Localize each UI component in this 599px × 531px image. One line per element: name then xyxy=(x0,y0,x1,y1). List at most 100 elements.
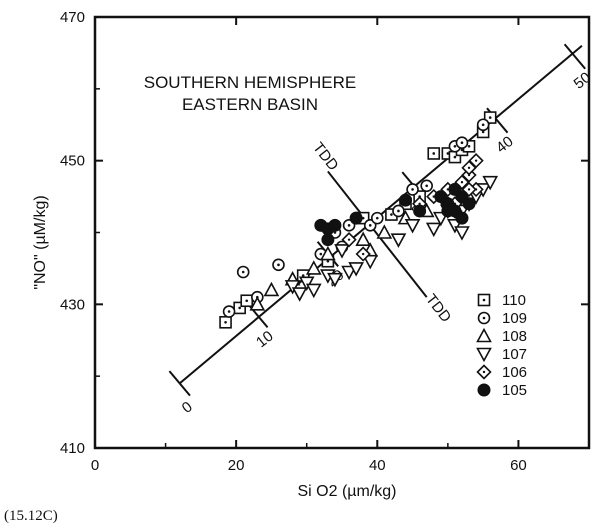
legend-marker-108 xyxy=(476,327,492,343)
point-109-dot xyxy=(375,216,379,220)
title-line: SOUTHERN HEMISPHERE xyxy=(144,73,357,92)
point-105 xyxy=(321,233,335,247)
legend-label-109: 109 xyxy=(502,310,527,327)
point-109-dot xyxy=(227,310,231,313)
x-tick-label: 20 xyxy=(228,457,245,474)
data-points xyxy=(219,111,499,329)
y-tick-label: 410 xyxy=(60,440,85,457)
point-105 xyxy=(462,197,476,211)
point-109-dot xyxy=(481,123,485,127)
point-105 xyxy=(328,218,342,232)
regression-tick-label: 10 xyxy=(253,328,277,352)
point-109-dot xyxy=(397,209,400,213)
legend-label-106: 106 xyxy=(502,364,527,381)
tdd-line xyxy=(327,170,428,298)
point-109-dot xyxy=(460,141,464,145)
point-107 xyxy=(327,272,343,288)
point-108 xyxy=(305,260,322,275)
point-107 xyxy=(454,226,470,241)
tdd-label-top: TDD xyxy=(309,139,341,174)
regression-tick xyxy=(168,370,191,397)
point-107 xyxy=(291,287,308,302)
legend-label-110: 110 xyxy=(502,292,526,309)
point-110-dot xyxy=(488,116,492,119)
regression-tick-label: 40 xyxy=(493,133,517,157)
point-110-dot xyxy=(481,130,485,134)
x-tick-label: 0 xyxy=(91,457,99,474)
point-109-dot xyxy=(333,231,337,234)
point-107 xyxy=(305,283,322,299)
point-109-dot xyxy=(425,184,428,188)
point-107 xyxy=(482,175,499,191)
point-108 xyxy=(263,281,280,297)
figure-caption: (15.12C) xyxy=(4,508,58,524)
point-106-dot xyxy=(460,181,464,184)
point-108 xyxy=(320,245,336,261)
point-107 xyxy=(334,244,350,259)
point-109-dot xyxy=(277,263,280,267)
legend-marker-105 xyxy=(477,383,491,397)
legend-marker-110-dot xyxy=(482,298,486,302)
point-107 xyxy=(390,233,407,248)
title-line: EASTERN BASIN xyxy=(182,95,318,114)
point-107 xyxy=(362,254,379,270)
point-106-dot xyxy=(418,202,421,205)
point-106-dot xyxy=(474,159,478,162)
point-108 xyxy=(376,224,393,239)
y-tick-label: 430 xyxy=(60,296,85,313)
point-107 xyxy=(348,262,364,277)
point-107 xyxy=(298,276,315,291)
point-105 xyxy=(349,211,363,225)
point-110-dot xyxy=(432,152,436,155)
legend-marker-106-dot xyxy=(482,370,486,374)
legend-label-107: 107 xyxy=(502,346,527,363)
legend-marker-107 xyxy=(476,347,492,363)
legend-label-108: 108 xyxy=(502,328,527,345)
point-110-dot xyxy=(238,306,241,310)
y-axis-label: "NO" (µM/kg) xyxy=(32,195,49,289)
point-105 xyxy=(455,211,469,225)
y-tick-label: 470 xyxy=(60,9,85,26)
regression-tick-label: 0 xyxy=(179,398,196,417)
point-105 xyxy=(448,182,462,196)
chart-title: SOUTHERN HEMISPHERE EASTERN BASIN xyxy=(144,73,357,114)
point-110-dot xyxy=(245,299,249,303)
point-107 xyxy=(425,222,442,238)
x-tick-label: 60 xyxy=(510,457,527,474)
point-110-dot xyxy=(390,213,393,216)
point-106-dot xyxy=(467,188,471,191)
series-105 xyxy=(314,182,476,247)
point-105 xyxy=(399,193,413,207)
regression-tick xyxy=(563,43,586,70)
point-109-dot xyxy=(347,224,351,227)
point-110-dot xyxy=(467,145,471,148)
point-107 xyxy=(404,219,421,234)
point-110-dot xyxy=(446,152,450,155)
regression-tick-label: 50 xyxy=(571,69,595,93)
legend-marker-109-dot xyxy=(482,316,486,320)
point-110-dot xyxy=(326,259,330,263)
point-110-dot xyxy=(453,155,457,159)
point-109-dot xyxy=(241,270,245,274)
point-108 xyxy=(355,231,372,246)
x-axis-label: Si O2 (µm/kg) xyxy=(297,483,396,500)
point-109-dot xyxy=(411,188,414,191)
y-tick-label: 450 xyxy=(60,153,85,170)
point-110-dot xyxy=(460,148,464,152)
point-105 xyxy=(441,204,455,218)
point-106-dot xyxy=(467,166,471,170)
point-109-dot xyxy=(368,224,372,227)
point-106-dot xyxy=(361,252,365,256)
point-105 xyxy=(413,204,427,218)
x-tick-label: 40 xyxy=(369,457,386,474)
legend-label-105: 105 xyxy=(502,382,527,399)
point-106-dot xyxy=(347,238,351,241)
point-110-dot xyxy=(224,320,227,324)
point-110-dot xyxy=(301,274,305,277)
point-107 xyxy=(284,280,301,295)
plot-axes: 0 20 40 60 410 430 450 470 Si O2 (µm/kg) "NO" (µM… xyxy=(32,9,591,500)
point-109-dot xyxy=(453,145,457,148)
point-108 xyxy=(249,296,266,311)
